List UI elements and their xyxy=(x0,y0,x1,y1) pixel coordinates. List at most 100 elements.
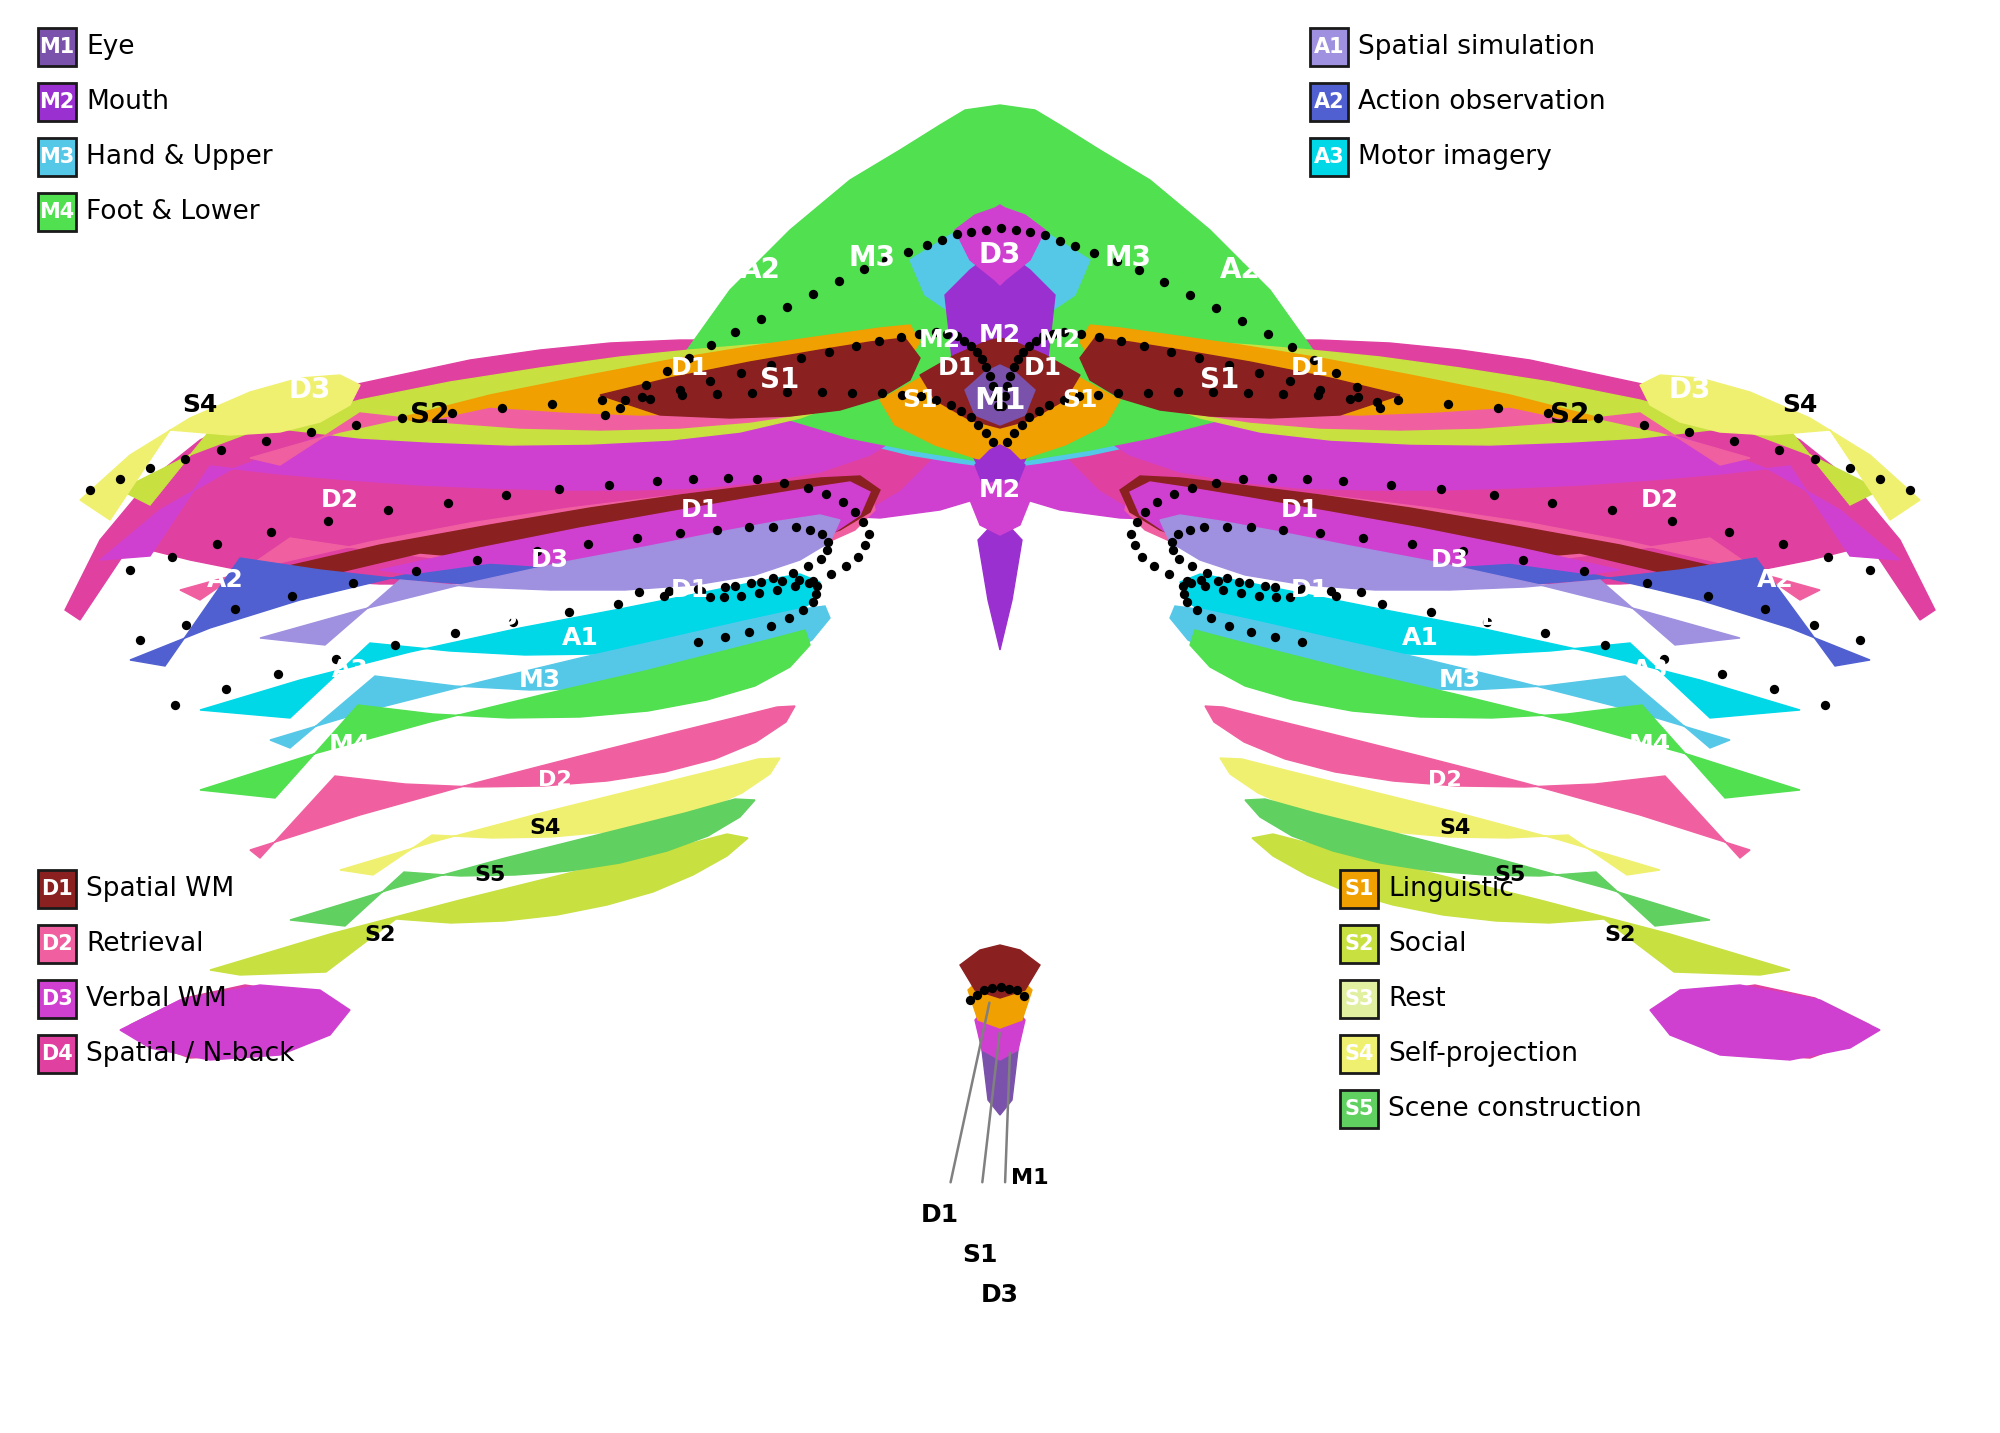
Point xyxy=(1102,381,1134,404)
Point xyxy=(956,221,988,244)
Point xyxy=(998,355,1030,378)
Point xyxy=(1234,572,1266,595)
Point xyxy=(1448,539,1480,562)
Point xyxy=(1282,579,1314,602)
Point xyxy=(1244,361,1276,384)
Polygon shape xyxy=(1180,519,1870,666)
Point xyxy=(1200,471,1232,494)
Text: S5: S5 xyxy=(1494,866,1526,886)
Point xyxy=(1250,575,1282,598)
Point xyxy=(1174,572,1206,595)
Point xyxy=(1656,510,1688,533)
Text: M4: M4 xyxy=(328,734,372,757)
Text: S5: S5 xyxy=(1344,1099,1374,1119)
Text: A1: A1 xyxy=(1314,37,1344,57)
Point xyxy=(1184,347,1216,370)
Point xyxy=(296,420,328,443)
Point xyxy=(734,572,766,595)
Polygon shape xyxy=(1190,631,1800,798)
Point xyxy=(400,559,432,582)
Point xyxy=(602,592,634,615)
Point xyxy=(1020,330,1052,353)
Point xyxy=(1256,467,1288,490)
Text: M1: M1 xyxy=(40,37,74,57)
Bar xyxy=(38,193,76,231)
Point xyxy=(664,522,696,545)
Point xyxy=(762,579,794,602)
Point xyxy=(994,364,1026,387)
Point xyxy=(954,989,986,1012)
Polygon shape xyxy=(1160,514,1740,645)
Point xyxy=(1854,559,1886,582)
Polygon shape xyxy=(982,1030,1018,1115)
Point xyxy=(432,492,464,514)
Point xyxy=(1236,516,1268,539)
Point xyxy=(1258,575,1290,598)
Point xyxy=(720,321,752,344)
Text: Hand & Upper: Hand & Upper xyxy=(86,143,272,171)
Text: S1: S1 xyxy=(962,1242,998,1267)
Point xyxy=(772,606,804,629)
Point xyxy=(1590,633,1622,656)
Point xyxy=(836,381,868,404)
Point xyxy=(702,383,734,406)
Point xyxy=(1038,322,1070,345)
Point xyxy=(1536,492,1568,514)
Text: D1: D1 xyxy=(680,499,720,522)
Text: D1: D1 xyxy=(1290,577,1330,602)
Point xyxy=(496,610,528,633)
Point xyxy=(1362,391,1394,414)
Text: Retrieval: Retrieval xyxy=(86,931,204,957)
Point xyxy=(970,355,1002,378)
Point xyxy=(254,520,286,543)
Point xyxy=(1000,979,1032,1002)
Point xyxy=(990,431,1022,454)
Point xyxy=(1122,258,1154,281)
Point xyxy=(1224,582,1256,605)
Point xyxy=(440,622,472,645)
Bar xyxy=(1310,83,1348,120)
Point xyxy=(1532,401,1564,424)
Point xyxy=(736,381,768,404)
Point xyxy=(926,228,958,251)
Point xyxy=(710,626,742,649)
Point xyxy=(948,330,980,353)
Point xyxy=(702,519,734,542)
Point xyxy=(1048,321,1080,344)
Polygon shape xyxy=(946,249,1056,494)
Text: S1: S1 xyxy=(760,365,800,394)
Point xyxy=(536,393,568,416)
Text: A2: A2 xyxy=(1314,92,1344,112)
Polygon shape xyxy=(290,800,756,926)
Text: D1: D1 xyxy=(1290,355,1330,380)
Text: A1: A1 xyxy=(562,626,598,651)
Point xyxy=(1062,385,1094,408)
Point xyxy=(312,510,344,533)
Point xyxy=(744,582,776,605)
Point xyxy=(1364,397,1396,420)
Point xyxy=(1130,500,1162,523)
Point xyxy=(920,388,952,411)
Polygon shape xyxy=(1080,325,1600,421)
Bar xyxy=(1340,1091,1378,1128)
Point xyxy=(1226,469,1258,492)
Point xyxy=(1120,535,1152,557)
Point xyxy=(1316,579,1348,602)
Point xyxy=(378,633,410,656)
Polygon shape xyxy=(180,484,876,600)
Text: M1: M1 xyxy=(1012,1168,1048,1188)
Polygon shape xyxy=(910,215,1090,330)
Point xyxy=(1692,585,1724,608)
Point xyxy=(1082,383,1114,406)
Point xyxy=(520,539,552,562)
Point xyxy=(892,241,924,264)
Polygon shape xyxy=(1060,342,1600,520)
Point xyxy=(1148,271,1180,294)
Point xyxy=(1416,600,1448,623)
Point xyxy=(1032,393,1064,416)
Polygon shape xyxy=(210,834,748,974)
Point xyxy=(884,325,916,348)
Point xyxy=(1210,516,1242,539)
Text: D1: D1 xyxy=(670,355,710,380)
Bar xyxy=(38,870,76,909)
